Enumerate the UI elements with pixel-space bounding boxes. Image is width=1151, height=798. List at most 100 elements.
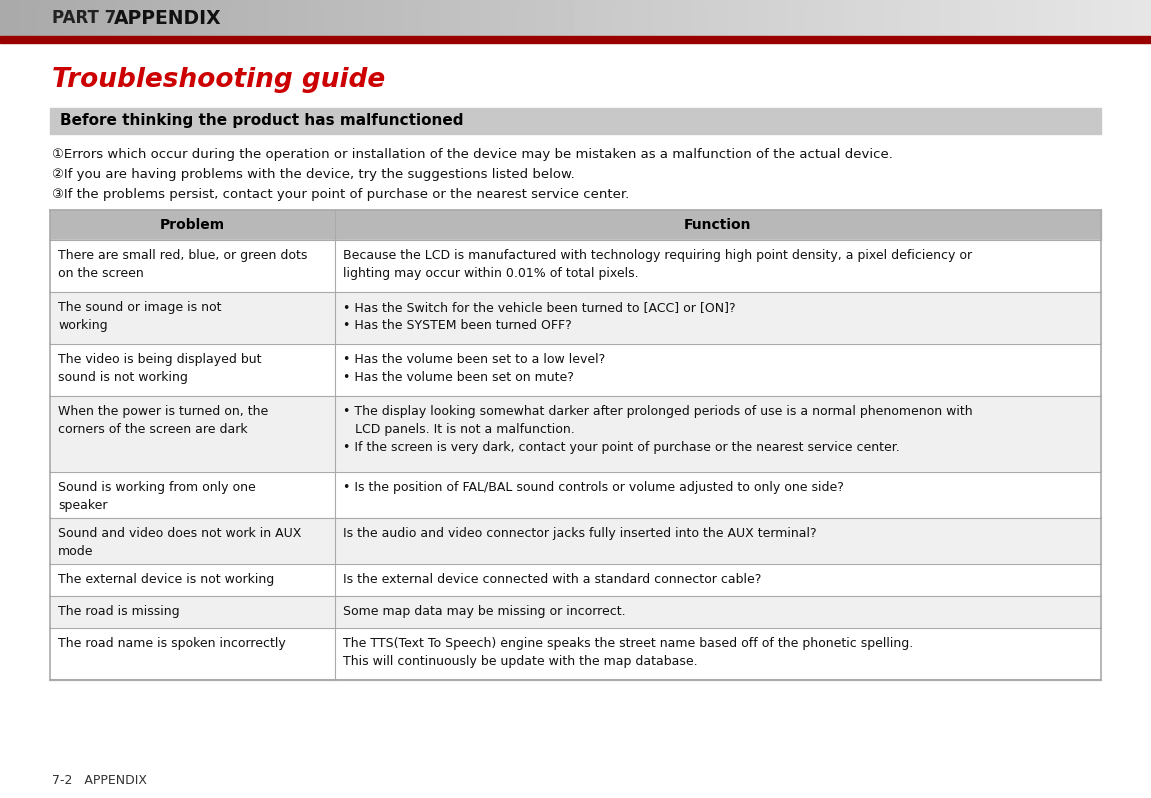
- Bar: [1093, 0, 1114, 36]
- Bar: [653, 0, 672, 36]
- Text: The TTS(Text To Speech) engine speaks the street name based off of the phonetic : The TTS(Text To Speech) engine speaks th…: [343, 637, 913, 668]
- Text: Sound is working from only one
speaker: Sound is working from only one speaker: [58, 481, 256, 512]
- Bar: [383, 0, 404, 36]
- Bar: [38, 0, 59, 36]
- Text: APPENDIX: APPENDIX: [114, 9, 222, 27]
- Bar: [49, 108, 1102, 134]
- Text: Function: Function: [684, 218, 752, 232]
- Text: Is the audio and video connector jacks fully inserted into the AUX terminal?: Is the audio and video connector jacks f…: [343, 527, 816, 540]
- Bar: [230, 0, 251, 36]
- Bar: [729, 0, 749, 36]
- Bar: [595, 0, 615, 36]
- Bar: [978, 0, 999, 36]
- Bar: [576, 0, 596, 36]
- Bar: [58, 0, 78, 36]
- Text: • Has the Switch for the vehicle been turned to [ACC] or [ON]?
• Has the SYSTEM : • Has the Switch for the vehicle been tu…: [343, 301, 735, 332]
- Bar: [460, 0, 481, 36]
- Bar: [326, 0, 346, 36]
- Text: Because the LCD is manufactured with technology requiring high point density, a : Because the LCD is manufactured with tec…: [343, 249, 973, 280]
- Text: 7-2   APPENDIX: 7-2 APPENDIX: [52, 773, 147, 787]
- Text: Sound and video does not work in AUX
mode: Sound and video does not work in AUX mod…: [58, 527, 302, 558]
- Bar: [49, 292, 1102, 344]
- Text: • Is the position of FAL/BAL sound controls or volume adjusted to only one side?: • Is the position of FAL/BAL sound contr…: [343, 481, 844, 494]
- Text: Troubleshooting guide: Troubleshooting guide: [52, 67, 386, 93]
- Bar: [671, 0, 692, 36]
- Bar: [345, 0, 366, 36]
- Text: The road is missing: The road is missing: [58, 605, 180, 618]
- Bar: [940, 0, 960, 36]
- Bar: [998, 0, 1017, 36]
- Bar: [786, 0, 807, 36]
- Text: ①Errors which occur during the operation or installation of the device may be mi: ①Errors which occur during the operation…: [52, 148, 893, 161]
- Bar: [49, 472, 1102, 518]
- Bar: [49, 596, 1102, 628]
- Bar: [901, 0, 922, 36]
- Bar: [192, 0, 212, 36]
- Text: Problem: Problem: [160, 218, 226, 232]
- Bar: [115, 0, 136, 36]
- Bar: [422, 0, 442, 36]
- Text: ③If the problems persist, contact your point of purchase or the nearest service : ③If the problems persist, contact your p…: [52, 188, 630, 201]
- Bar: [173, 0, 193, 36]
- Bar: [613, 0, 634, 36]
- Bar: [844, 0, 864, 36]
- Bar: [288, 0, 308, 36]
- Text: There are small red, blue, or green dots
on the screen: There are small red, blue, or green dots…: [58, 249, 307, 280]
- Bar: [0, 36, 1151, 43]
- Bar: [77, 0, 97, 36]
- Text: ②If you are having problems with the device, try the suggestions listed below.: ②If you are having problems with the dev…: [52, 168, 574, 181]
- Bar: [365, 0, 384, 36]
- Bar: [710, 0, 730, 36]
- Bar: [403, 0, 424, 36]
- Bar: [748, 0, 769, 36]
- Bar: [863, 0, 884, 36]
- Text: The road name is spoken incorrectly: The road name is spoken incorrectly: [58, 637, 285, 650]
- Bar: [498, 0, 519, 36]
- Bar: [480, 0, 500, 36]
- Bar: [883, 0, 902, 36]
- Bar: [49, 344, 1102, 396]
- Bar: [49, 518, 1102, 564]
- Bar: [49, 628, 1102, 680]
- Bar: [211, 0, 231, 36]
- Bar: [1113, 0, 1133, 36]
- Text: Is the external device connected with a standard connector cable?: Is the external device connected with a …: [343, 573, 761, 586]
- Text: PART 7: PART 7: [52, 9, 116, 27]
- Bar: [1131, 0, 1151, 36]
- Bar: [518, 0, 539, 36]
- Bar: [20, 0, 39, 36]
- Bar: [921, 0, 942, 36]
- Text: The sound or image is not
working: The sound or image is not working: [58, 301, 221, 332]
- Text: The video is being displayed but
sound is not working: The video is being displayed but sound i…: [58, 353, 261, 384]
- Text: • Has the volume been set to a low level?
• Has the volume been set on mute?: • Has the volume been set to a low level…: [343, 353, 605, 384]
- Bar: [1036, 0, 1057, 36]
- Bar: [96, 0, 116, 36]
- Bar: [49, 240, 1102, 292]
- Bar: [633, 0, 654, 36]
- Bar: [441, 0, 462, 36]
- Bar: [538, 0, 557, 36]
- Bar: [1074, 0, 1095, 36]
- Text: When the power is turned on, the
corners of the screen are dark: When the power is turned on, the corners…: [58, 405, 268, 436]
- Bar: [135, 0, 154, 36]
- Bar: [825, 0, 845, 36]
- Bar: [768, 0, 787, 36]
- Bar: [959, 0, 980, 36]
- Text: Some map data may be missing or incorrect.: Some map data may be missing or incorrec…: [343, 605, 626, 618]
- Bar: [49, 564, 1102, 596]
- Bar: [0, 0, 21, 36]
- Text: • The display looking somewhat darker after prolonged periods of use is a normal: • The display looking somewhat darker af…: [343, 405, 973, 454]
- Bar: [307, 0, 327, 36]
- Bar: [691, 0, 711, 36]
- Bar: [268, 0, 289, 36]
- Bar: [250, 0, 269, 36]
- Bar: [1016, 0, 1037, 36]
- Bar: [806, 0, 826, 36]
- Bar: [49, 396, 1102, 472]
- Bar: [153, 0, 174, 36]
- Text: The external device is not working: The external device is not working: [58, 573, 274, 586]
- Bar: [556, 0, 577, 36]
- Bar: [1055, 0, 1075, 36]
- Bar: [49, 210, 1102, 240]
- Text: Before thinking the product has malfunctioned: Before thinking the product has malfunct…: [60, 113, 464, 128]
